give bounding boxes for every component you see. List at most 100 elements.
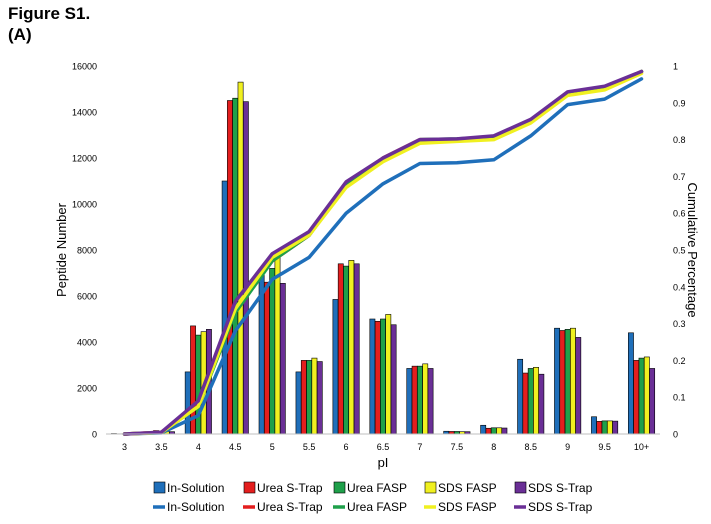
bar-sds-s-trap	[538, 373, 545, 435]
y2-tick-label: 0.1	[673, 393, 686, 403]
x-tick-label: 7.5	[451, 442, 464, 452]
x-tick-label: 5	[270, 442, 275, 452]
bar-sds-fasp	[606, 420, 613, 435]
legend-bar-swatch-urea-s-trap	[243, 481, 256, 494]
y-tick-label: 2000	[77, 384, 97, 394]
bar-urea-s-trap	[411, 365, 418, 435]
bar-urea-fasp	[527, 368, 534, 435]
y-axis-ticks: 0 2000 4000 6000 8000 10000 12000 14000 16000	[72, 62, 97, 440]
bar-sds-s-trap	[575, 337, 582, 435]
figure-title: Figure S1.	[8, 4, 91, 23]
bar-urea-s-trap	[633, 360, 640, 435]
legend-bar-swatch-sds-s-trap	[514, 481, 527, 494]
bar-urea-s-trap	[263, 281, 270, 435]
y2-axis-label: Cumulative Percentage	[685, 182, 700, 317]
y2-tick-label: 0.5	[673, 246, 686, 256]
x-tick-label: 6.5	[377, 442, 390, 452]
y-tick-label: 8000	[77, 246, 97, 256]
y2-tick-label: 1	[673, 62, 678, 72]
x-axis-ticks: 3 3.5 4 4.5 5 5.5 6 6.5 7 7.5 8 8.5 9 9.5 10+	[122, 442, 649, 452]
line-sds-fasp	[122, 71, 644, 436]
legend-line-label-in-solution: In-Solution	[167, 500, 224, 514]
bar-sds-fasp	[311, 357, 318, 435]
bar-in-solution	[332, 299, 339, 435]
bar-urea-s-trap	[485, 427, 492, 435]
bar-sds-fasp	[533, 366, 539, 435]
bar-layer	[110, 81, 656, 435]
bar-sds-s-trap	[501, 427, 508, 435]
x-tick-label: 9.5	[598, 442, 611, 452]
bar-in-solution	[517, 358, 524, 435]
legend-bar-label-in-solution: In-Solution	[167, 481, 224, 495]
y-axis-label: Peptide Number	[54, 202, 69, 297]
bar-in-solution	[221, 180, 228, 435]
x-tick-label: 10+	[634, 442, 649, 452]
bar-urea-fasp	[417, 365, 423, 435]
bar-sds-s-trap	[390, 324, 397, 435]
bar-sds-fasp	[348, 260, 355, 435]
x-tick-label: 8	[491, 442, 496, 452]
bar-sds-fasp	[274, 256, 281, 435]
bar-urea-fasp	[638, 357, 645, 435]
y2-tick-label: 0.6	[673, 209, 686, 219]
y2-axis-ticks: 0 0.1 0.2 0.3 0.4 0.5 0.6 0.7 0.8 0.9 1	[673, 62, 686, 440]
bar-in-solution	[369, 318, 376, 435]
bar-sds-fasp	[570, 327, 576, 435]
line-in-solution	[122, 77, 644, 436]
legend-line-label-sds-fasp: SDS FASP	[438, 500, 497, 514]
bar-in-solution	[184, 371, 191, 435]
bar-urea-s-trap	[300, 360, 307, 435]
y-tick-label: 4000	[77, 338, 97, 348]
bar-urea-s-trap	[227, 100, 233, 435]
bar-urea-s-trap	[596, 421, 603, 435]
legend-line-label-urea-s-trap: Urea S-Trap	[257, 500, 323, 514]
legend-bar-swatch-in-solution	[153, 481, 166, 494]
bar-in-solution	[295, 371, 302, 435]
bar-urea-fasp	[343, 265, 349, 435]
bar-sds-s-trap	[279, 283, 286, 435]
bar-urea-s-trap	[337, 263, 344, 435]
bar-urea-fasp	[269, 268, 276, 435]
x-tick-label: 5.5	[303, 442, 316, 452]
y-tick-label: 12000	[72, 154, 97, 164]
x-tick-label: 4.5	[229, 442, 242, 452]
legend-bar-swatch-sds-fasp	[424, 481, 437, 494]
bar-urea-s-trap	[522, 372, 529, 435]
bar-sds-fasp	[643, 356, 650, 435]
y2-tick-label: 0.2	[673, 356, 686, 366]
y2-tick-label: 0.7	[673, 172, 686, 182]
x-tick-label: 7	[417, 442, 422, 452]
x-tick-label: 3	[122, 442, 127, 452]
bar-urea-s-trap	[559, 330, 566, 435]
legend-bar-label-urea-s-trap: Urea S-Trap	[257, 481, 323, 495]
bar-sds-s-trap	[649, 368, 656, 435]
x-tick-label: 8.5	[524, 442, 537, 452]
bar-urea-fasp	[380, 318, 386, 435]
bar-in-solution	[480, 424, 487, 435]
bar-sds-fasp	[385, 314, 392, 435]
legend: In-Solution Urea S-Trap Urea FASP SDS FASP S…	[153, 481, 593, 514]
legend-bar-swatch-urea-fasp	[333, 481, 346, 494]
bar-urea-s-trap	[374, 320, 381, 435]
bar-sds-fasp	[496, 427, 502, 435]
legend-bar-label-sds-fasp: SDS FASP	[438, 481, 497, 495]
panel-label: (A)	[8, 25, 32, 44]
legend-line-label-urea-fasp: Urea FASP	[347, 500, 407, 514]
bar-sds-s-trap	[353, 263, 360, 435]
y-tick-label: 10000	[72, 200, 97, 210]
x-tick-label: 4	[196, 442, 201, 452]
bar-sds-fasp	[422, 363, 429, 435]
legend-bar-label-sds-s-trap: SDS S-Trap	[528, 481, 593, 495]
bar-urea-fasp	[490, 427, 497, 435]
bar-in-solution	[591, 416, 597, 435]
y2-tick-label: 0.9	[673, 98, 686, 108]
legend-line-label-sds-s-trap: SDS S-Trap	[528, 500, 593, 514]
bar-in-solution	[406, 368, 413, 435]
bar-urea-fasp	[601, 420, 608, 435]
x-tick-label: 9	[565, 442, 570, 452]
bar-urea-fasp	[232, 97, 239, 435]
bar-in-solution	[628, 332, 634, 435]
legend-bar-label-urea-fasp: Urea FASP	[347, 481, 407, 495]
y2-tick-label: 0	[673, 430, 678, 440]
